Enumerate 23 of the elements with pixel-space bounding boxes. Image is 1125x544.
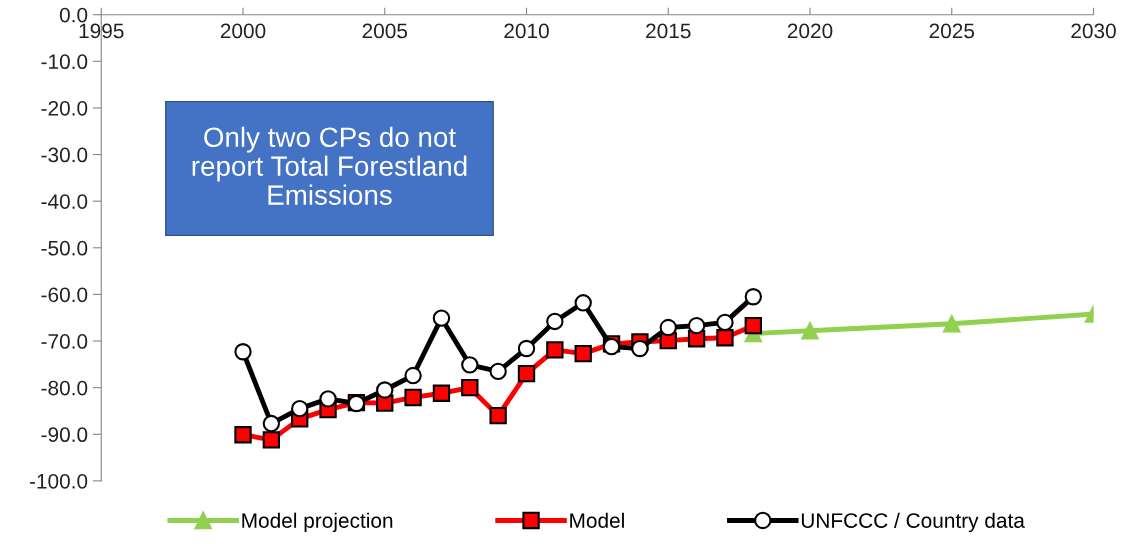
annotation: Only two CPs do not report Total Forestland Emissions	[192, 126, 467, 205]
legend-label: Model projection	[242, 512, 393, 533]
x-tick-label: 1995	[79, 23, 124, 39]
y-tick-label: 0.0	[59, 7, 88, 23]
x-tick-label: 2010	[504, 23, 549, 39]
x-tick-label: 2005	[362, 23, 408, 39]
x-tick-label: 2030	[1071, 23, 1116, 39]
y-tick-label: -20.0	[41, 100, 88, 116]
y-tick-label: -30.0	[41, 147, 88, 163]
x-tick-label: 2025	[929, 23, 975, 39]
y-tick-label: -80.0	[41, 380, 88, 396]
x-tick-label: 2015	[646, 23, 691, 39]
y-tick-label: -60.0	[41, 287, 88, 303]
y-tick-label: -40.0	[41, 194, 88, 209]
x-tick-label: 2000	[220, 23, 266, 39]
y-tick-label: -70.0	[41, 334, 88, 349]
x-tick-label: 2020	[787, 23, 833, 39]
y-tick-label: -10.0	[41, 54, 88, 70]
y-tick-label: -100.0	[29, 473, 88, 489]
y-tick-label: -50.0	[41, 240, 88, 256]
y-tick-label: -90.0	[41, 427, 88, 443]
legend-label: UNFCCC / Country data	[801, 512, 1025, 533]
legend-label: Model	[570, 512, 624, 528]
